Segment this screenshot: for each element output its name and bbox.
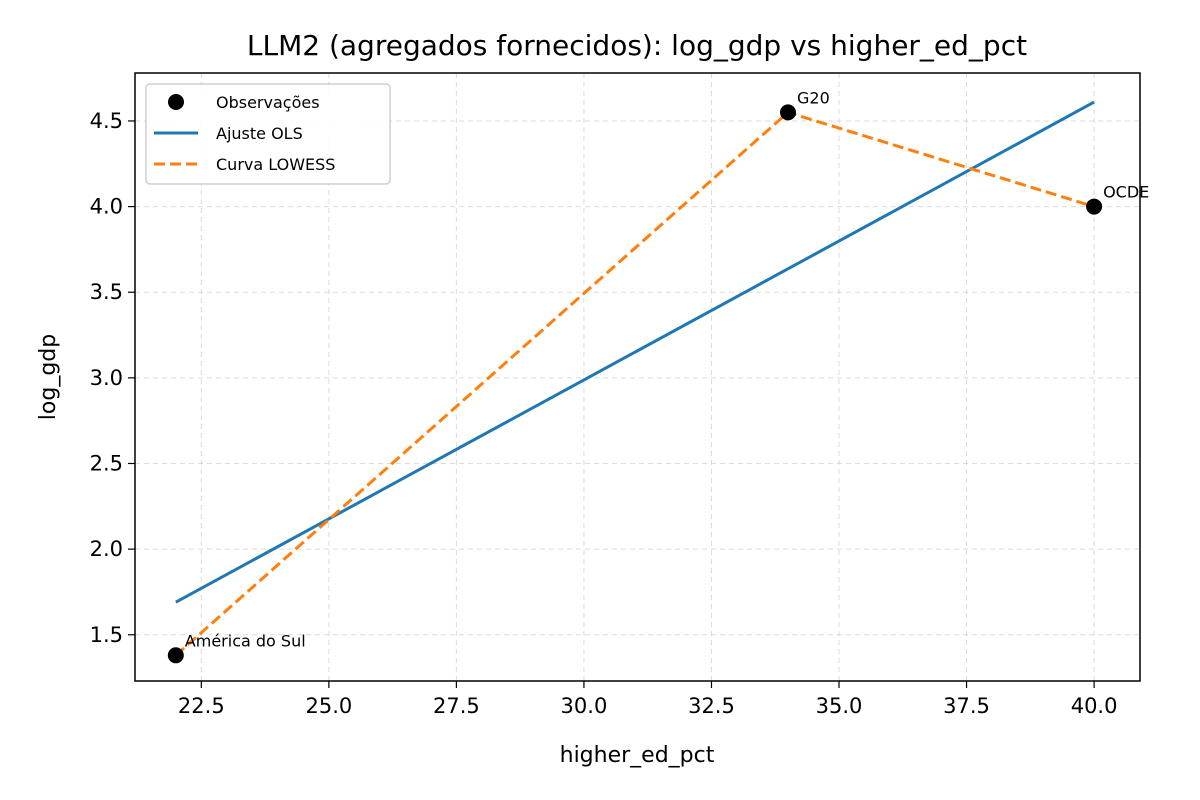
x-axis: 22.5 25.0 27.5 30.0 32.5 35.0 37.5 40.0 [178, 681, 1118, 718]
x-axis-label: higher_ed_pct [560, 743, 715, 768]
legend-label-ols: Ajuste OLS [216, 124, 303, 143]
x-tick-label: 35.0 [816, 694, 863, 718]
x-tick-label: 27.5 [433, 694, 480, 718]
grid [135, 73, 1140, 681]
legend-box [145, 83, 391, 185]
y-tick-label: 4.5 [90, 109, 123, 133]
y-tick-label: 2.5 [90, 451, 123, 475]
y-tick-label: 2.0 [90, 537, 123, 561]
legend-marker-observacoes [168, 94, 184, 110]
point-annotation: OCDE [1103, 183, 1149, 202]
observation-point [167, 647, 184, 664]
ols-fit-line [175, 100, 1095, 604]
legend: Observações Ajuste OLS Curva LOWESS [145, 83, 391, 185]
x-tick-label: 25.0 [305, 694, 352, 718]
y-axis: 1.5 2.0 2.5 3.0 3.5 4.0 4.5 [90, 109, 135, 647]
observation-point [779, 104, 796, 121]
y-tick-label: 3.0 [90, 366, 123, 390]
legend-label-lowess: Curva LOWESS [216, 155, 335, 174]
legend-label-observacoes: Observações [216, 93, 320, 112]
y-tick-label: 1.5 [90, 623, 123, 647]
plot-frame [134, 72, 1141, 682]
y-tick-label: 3.5 [90, 280, 123, 304]
x-tick-label: 32.5 [688, 694, 735, 718]
x-tick-label: 37.5 [943, 694, 990, 718]
chart-title: LLM2 (agregados fornecidos): log_gdp vs … [247, 29, 1027, 62]
point-annotation: G20 [797, 88, 830, 107]
x-tick-label: 22.5 [178, 694, 225, 718]
y-axis-label: log_gdp [36, 334, 61, 420]
series-layer [174, 100, 1095, 657]
lowess-curve [174, 110, 1095, 657]
points-layer: América do Sul G20 OCDE [167, 88, 1149, 664]
x-tick-label: 30.0 [561, 694, 608, 718]
y-tick-label: 4.0 [90, 195, 123, 219]
x-tick-label: 40.0 [1071, 694, 1118, 718]
observation-point [1086, 198, 1103, 215]
point-annotation: América do Sul [185, 631, 306, 650]
